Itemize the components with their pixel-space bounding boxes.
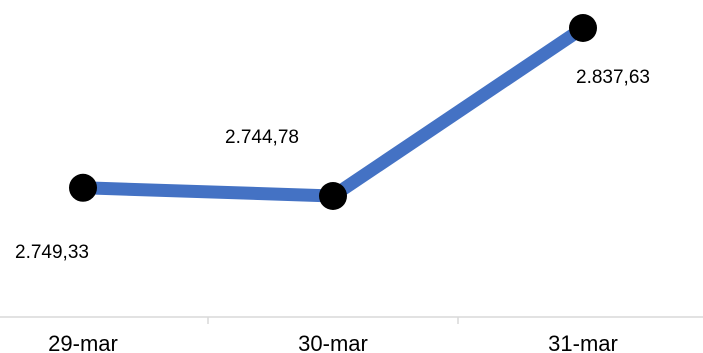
data-point-30-mar [319, 182, 347, 210]
x-axis-ticks [207, 317, 459, 324]
x-tick-label-30-mar: 30-mar [298, 331, 368, 353]
data-point-29-mar [69, 173, 97, 202]
data-point-31-mar [569, 14, 597, 42]
series-line [76, 21, 590, 203]
data-label-29-mar: 2.749,33 [15, 242, 89, 263]
x-tick-labels: 29-mar 30-mar 31-mar [48, 331, 618, 353]
data-markers [69, 14, 597, 210]
data-labels: 2.749,33 2.744,78 2.837,63 [15, 67, 650, 263]
x-tick-label-31-mar: 31-mar [548, 331, 618, 353]
data-label-31-mar: 2.837,63 [576, 67, 650, 88]
x-tick-label-29-mar: 29-mar [48, 331, 118, 353]
data-label-30-mar: 2.744,78 [225, 127, 299, 148]
